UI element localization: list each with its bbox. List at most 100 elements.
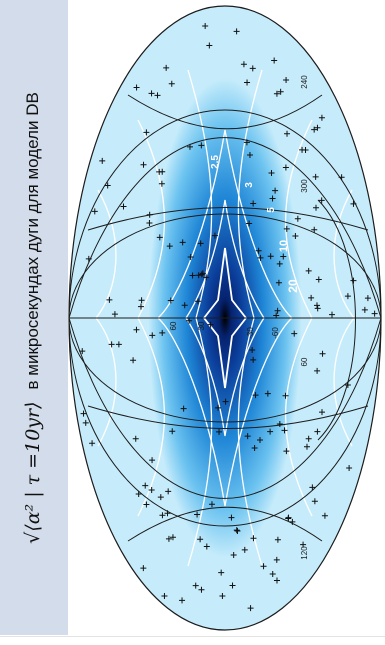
source-marker <box>233 28 240 35</box>
source-marker <box>241 546 248 553</box>
source-marker <box>149 332 156 339</box>
source-marker <box>169 534 176 541</box>
source-marker <box>276 420 283 427</box>
source-marker <box>283 225 290 232</box>
source-marker <box>148 90 155 97</box>
source-marker <box>198 142 205 149</box>
source-marker <box>208 501 215 508</box>
source-marker <box>234 528 241 535</box>
source-marker <box>311 498 318 505</box>
source-marker <box>203 274 210 281</box>
formula-label: √⟨α² | τ =10yr⟩ <box>22 401 44 544</box>
source-marker <box>164 510 171 517</box>
contour-label: 10 <box>278 240 290 252</box>
graticule <box>69 94 381 542</box>
source-marker <box>186 143 193 150</box>
source-marker <box>346 465 353 472</box>
source-marker <box>133 326 140 333</box>
source-marker <box>250 356 257 363</box>
source-marker <box>305 435 312 442</box>
source-marker <box>108 341 115 348</box>
source-marker <box>202 22 209 29</box>
source-marker <box>240 61 247 68</box>
source-marker <box>314 367 321 374</box>
source-marker <box>222 398 229 405</box>
source-marker <box>189 272 196 279</box>
source-marker <box>302 146 309 153</box>
contour-label: 5 <box>266 207 277 213</box>
source-marker <box>163 64 170 71</box>
source-marker <box>85 255 92 262</box>
source-marker <box>156 234 163 241</box>
source-marker <box>138 297 145 304</box>
source-marker <box>206 42 213 49</box>
source-marker <box>165 488 172 495</box>
source-marker <box>106 296 113 303</box>
source-marker <box>282 164 289 171</box>
source-marker <box>233 527 240 534</box>
source-marker <box>361 306 368 313</box>
source-marker <box>250 535 257 542</box>
source-marker <box>229 582 236 589</box>
source-marker <box>228 514 235 521</box>
source-marker <box>91 208 98 215</box>
contour-label: 2.5 <box>210 155 221 169</box>
source-marker <box>309 484 316 491</box>
source-marker <box>276 260 283 267</box>
source-marker <box>161 592 168 599</box>
source-marker <box>249 347 256 354</box>
source-marker <box>132 435 139 442</box>
source-marker <box>305 267 312 274</box>
source-marker <box>249 65 256 72</box>
source-marker <box>148 487 155 494</box>
source-marker <box>157 494 164 501</box>
source-marker <box>281 427 288 434</box>
source-marker <box>269 570 276 577</box>
source-marker <box>350 200 357 207</box>
source-marker <box>312 173 319 180</box>
source-marker <box>294 215 301 222</box>
source-marker <box>194 298 201 305</box>
source-marker <box>283 448 290 455</box>
colorbar-caption: √⟨α² | τ =10yr⟩ в микросекундах дуги для… <box>13 18 53 618</box>
source-marker <box>274 536 281 543</box>
source-marker <box>215 404 222 411</box>
source-marker <box>247 605 254 612</box>
source-marker <box>146 220 153 227</box>
source-marker <box>273 577 280 584</box>
tick-label: -60 <box>271 327 280 339</box>
source-marker <box>256 437 263 444</box>
source-marker <box>285 514 292 521</box>
contour-label: 3 <box>244 182 255 188</box>
source-marker <box>252 392 259 399</box>
source-marker <box>187 254 194 261</box>
source-marker <box>267 428 274 435</box>
tick-label: -30 <box>246 327 255 339</box>
source-marker <box>314 428 321 435</box>
source-marker <box>371 310 378 317</box>
source-marker <box>255 247 262 254</box>
source-marker <box>282 392 289 399</box>
source-marker <box>168 80 175 87</box>
source-marker <box>143 129 150 136</box>
source-marker <box>268 170 275 177</box>
source-marker <box>313 302 320 309</box>
source-marker <box>198 271 205 278</box>
source-marker <box>321 512 328 519</box>
source-marker <box>186 317 193 324</box>
source-marker <box>291 330 298 337</box>
source-marker <box>257 254 264 261</box>
source-marker <box>230 551 237 558</box>
source-marker <box>120 203 127 210</box>
source-marker <box>211 232 218 239</box>
source-marker <box>243 139 250 146</box>
source-marker <box>246 220 253 227</box>
source-marker <box>140 565 147 572</box>
source-marker <box>79 348 86 355</box>
source-marker <box>179 239 186 246</box>
source-marker <box>275 279 282 286</box>
source-marker <box>199 270 206 277</box>
source-marker <box>167 297 174 304</box>
source-marker <box>300 541 307 548</box>
source-marker <box>269 195 276 202</box>
